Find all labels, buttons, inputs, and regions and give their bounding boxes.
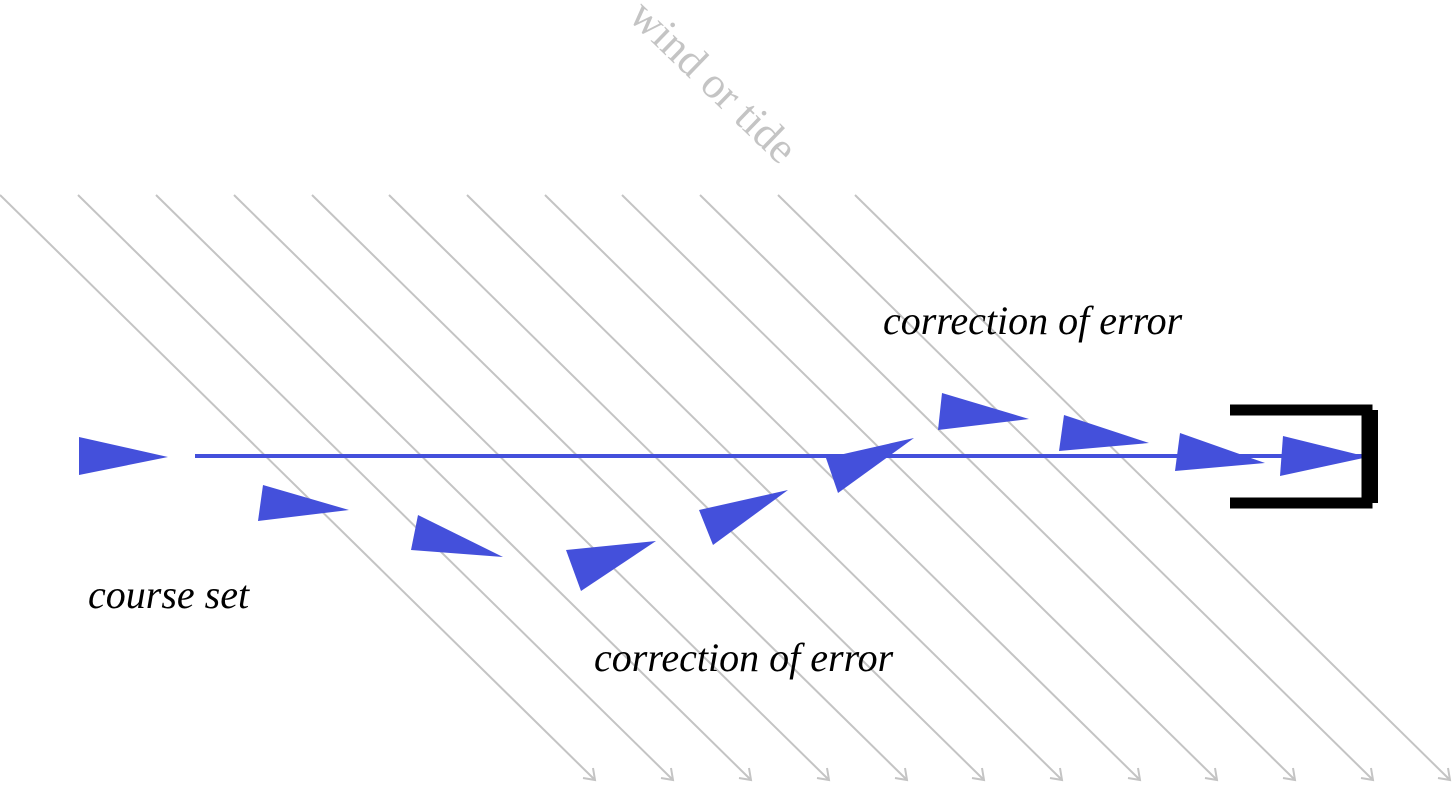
wind-line [311,194,908,781]
wind-line [699,194,1296,781]
wind-line [233,194,830,781]
wind-line [466,194,1063,781]
wind-arrowhead [1282,767,1297,782]
wind-arrowhead [1204,767,1219,782]
triangle-arrow-icon [79,437,168,475]
wind-line [0,194,596,781]
triangle-arrow-icon [699,490,788,545]
triangle-arrow-icon [826,438,914,493]
wind-arrowhead [971,767,986,782]
correction-of-error-lower-label: correction of error [594,635,894,680]
wind-line [388,194,985,781]
wind-or-tide-lines [0,194,1452,782]
correction-of-error-upper-label: correction of error [883,298,1183,343]
triangle-arrow-icon [258,485,349,521]
triangle-arrow-icon [1175,433,1265,471]
wind-arrowhead [582,767,597,782]
wind-line [155,194,752,781]
wind-arrowhead [816,767,831,782]
triangle-arrow-icon [1059,415,1149,451]
wind-line [77,194,674,781]
triangle-arrow-icon [411,515,503,557]
wind-arrowhead [894,767,909,782]
wind-arrowhead [1360,767,1375,782]
triangle-arrow-icon [1280,436,1368,476]
bracket-target-icon [1230,404,1373,509]
wind-arrowhead [1127,767,1142,782]
wind-or-tide-label: wind or tide [620,0,807,173]
wind-arrowhead [660,767,675,782]
wind-arrowhead [1049,767,1064,782]
triangle-arrow-icon [938,393,1029,430]
course-set-label: course set [88,572,250,617]
wind-line [621,194,1218,781]
triangle-arrow-icon [566,541,656,591]
course-markers [79,393,1368,591]
wind-arrowhead [738,767,753,782]
wind-line [854,194,1451,781]
wind-line [777,194,1374,781]
wind-arrowhead [1437,767,1452,782]
